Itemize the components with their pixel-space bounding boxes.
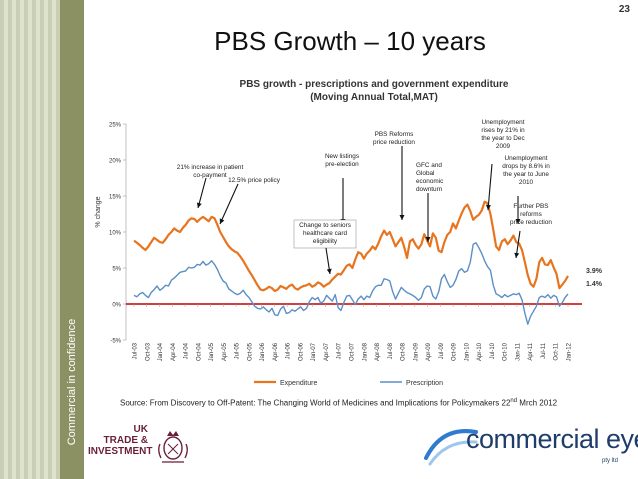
series-line-expenditure [133,200,569,293]
x-tick-label: Jul-11 [541,342,547,359]
x-tick-label: Apr-04 [171,342,177,361]
x-tick-label: Oct-11 [554,342,560,360]
annotation-arrowhead [219,218,225,224]
legend-label-prescription: Prescription [406,380,443,387]
annotation-arrowhead [425,237,431,242]
annotation-arrowhead [399,215,405,220]
legend-label-expenditure: Expenditure [280,380,317,387]
annotation-arrow [219,183,239,225]
x-tick-label: Oct-08 [401,342,407,361]
x-tick-label: Oct-07 [350,342,356,361]
y-tick-label: -5% [110,339,121,345]
x-tick-label: Apr-06 [273,342,279,361]
annotation-4: PBS Reforms price reduction [373,131,415,146]
end-value-label: 1.4% [586,281,603,288]
x-tick-label: Apr-07 [324,342,330,361]
sidebar-decoration: Commercial in confidence [0,0,86,479]
x-tick-label: Apr-08 [375,342,381,361]
x-tick-label: Oct-03 [145,342,151,361]
x-tick-label: Jan-11 [515,342,521,361]
end-value-label: 3.9% [586,268,603,275]
uk-line-2: TRADE & [103,435,148,446]
x-tick-label: Jul-08 [388,342,394,359]
x-tick-label: Apr-05 [222,342,228,361]
annotation-arrowhead [485,204,491,210]
x-tick-label: Jan-10 [464,342,470,361]
x-tick-label: Jul-04 [184,342,190,359]
y-tick-label: 5% [112,267,121,273]
x-tick-label: Oct-10 [503,342,509,361]
annotation-6: Unemployment rises by 21% in the year to D… [481,119,525,150]
x-tick-label: Jan-05 [209,342,215,361]
commercial-eyes-swoosh-icon [424,429,478,466]
annotation-arrow [487,163,493,211]
x-tick-label: Jul-07 [337,342,343,359]
x-tick-label: Oct-09 [452,342,458,361]
annotation-2: New listings pre-election [325,153,359,168]
x-tick-label: Jul-06 [286,342,292,359]
annotation-arrowhead [196,202,202,208]
annotation-3: Change to seniors healthcare card eligibil… [299,222,351,245]
royal-crest-icon [158,431,188,463]
confidentiality-label: Commercial in confidence [66,318,78,446]
y-axis-label: % change [95,196,102,227]
commercial-eyes-sub: pty ltd [602,458,619,464]
source-superscript: nd [510,398,518,404]
page-number: 23 [618,4,630,15]
annotation-arrowhead [515,219,521,224]
sidebar-dark-band [60,0,84,479]
y-tick-label: 0% [112,303,121,309]
x-tick-label: Jan-09 [413,342,419,361]
uk-line-3: INVESTMENT [88,446,153,457]
annotation-1: 12.5% price policy [228,177,281,184]
chart-subtitle: (Moving Annual Total,MAT) [310,92,438,103]
x-tick-label: Apr-11 [528,342,534,360]
y-tick-label: 25% [109,123,122,129]
x-tick-label: Jan-06 [260,342,266,361]
uk-trade-investment-logo: UK TRADE & INVESTMENT [88,422,208,472]
annotation-0: 21% increase in patient co-payment [177,164,244,179]
uk-line-1: UK [133,424,148,435]
annotation-arrowhead [514,252,520,258]
annotation-arrowhead [326,268,332,274]
annotation-8: Further PBS reforms price reduction [510,203,552,226]
x-tick-label: Jul-03 [133,342,139,359]
y-tick-label: 10% [109,231,122,237]
x-tick-label: Oct-05 [247,342,253,361]
annotation-7: Unemployment drops by 8.6% in the year to … [502,155,550,186]
x-tick-label: Jan-12 [567,342,573,361]
source-date: Mrch 2012 [517,398,558,408]
x-tick-label: Oct-04 [196,342,202,361]
chart-title: PBS growth - prescriptions and governmen… [240,79,509,90]
sidebar-stripes [0,0,60,479]
x-tick-label: Apr-09 [426,342,432,361]
x-tick-label: Jul-05 [235,342,241,359]
confidentiality-band: Commercial in confidence [60,300,84,465]
uk-trade-wordmark: UK TRADE & INVESTMENT [88,424,153,457]
pbs-growth-chart: PBS growth - prescriptions and governmen… [95,79,603,387]
source-note: Source: From Discovery to Off-Patent: Th… [120,398,557,408]
y-tick-label: 20% [109,159,122,165]
x-tick-label: Oct-06 [298,342,304,361]
commercial-eyes-wordmark: commercial eyes [466,424,638,454]
x-tick-label: Jan-07 [311,342,317,361]
annotation-arrow [197,177,207,209]
commercial-eyes-logo: commercial eyes pty ltd [420,418,638,474]
slide-title: PBS Growth – 10 years [214,26,486,56]
source-text: Source: From Discovery to Off-Patent: Th… [120,398,511,408]
x-tick-label: Apr-10 [477,342,483,361]
series-line-prescription [133,242,569,325]
annotation-5: GFC and Global economic downturn [416,162,444,193]
x-tick-label: Jan-04 [158,342,164,361]
x-tick-label: Jul-09 [439,342,445,359]
x-tick-label: Jul-10 [490,342,496,359]
annotation-box [293,219,357,249]
y-tick-label: 15% [109,195,122,201]
x-tick-label: Jan-08 [362,342,368,361]
